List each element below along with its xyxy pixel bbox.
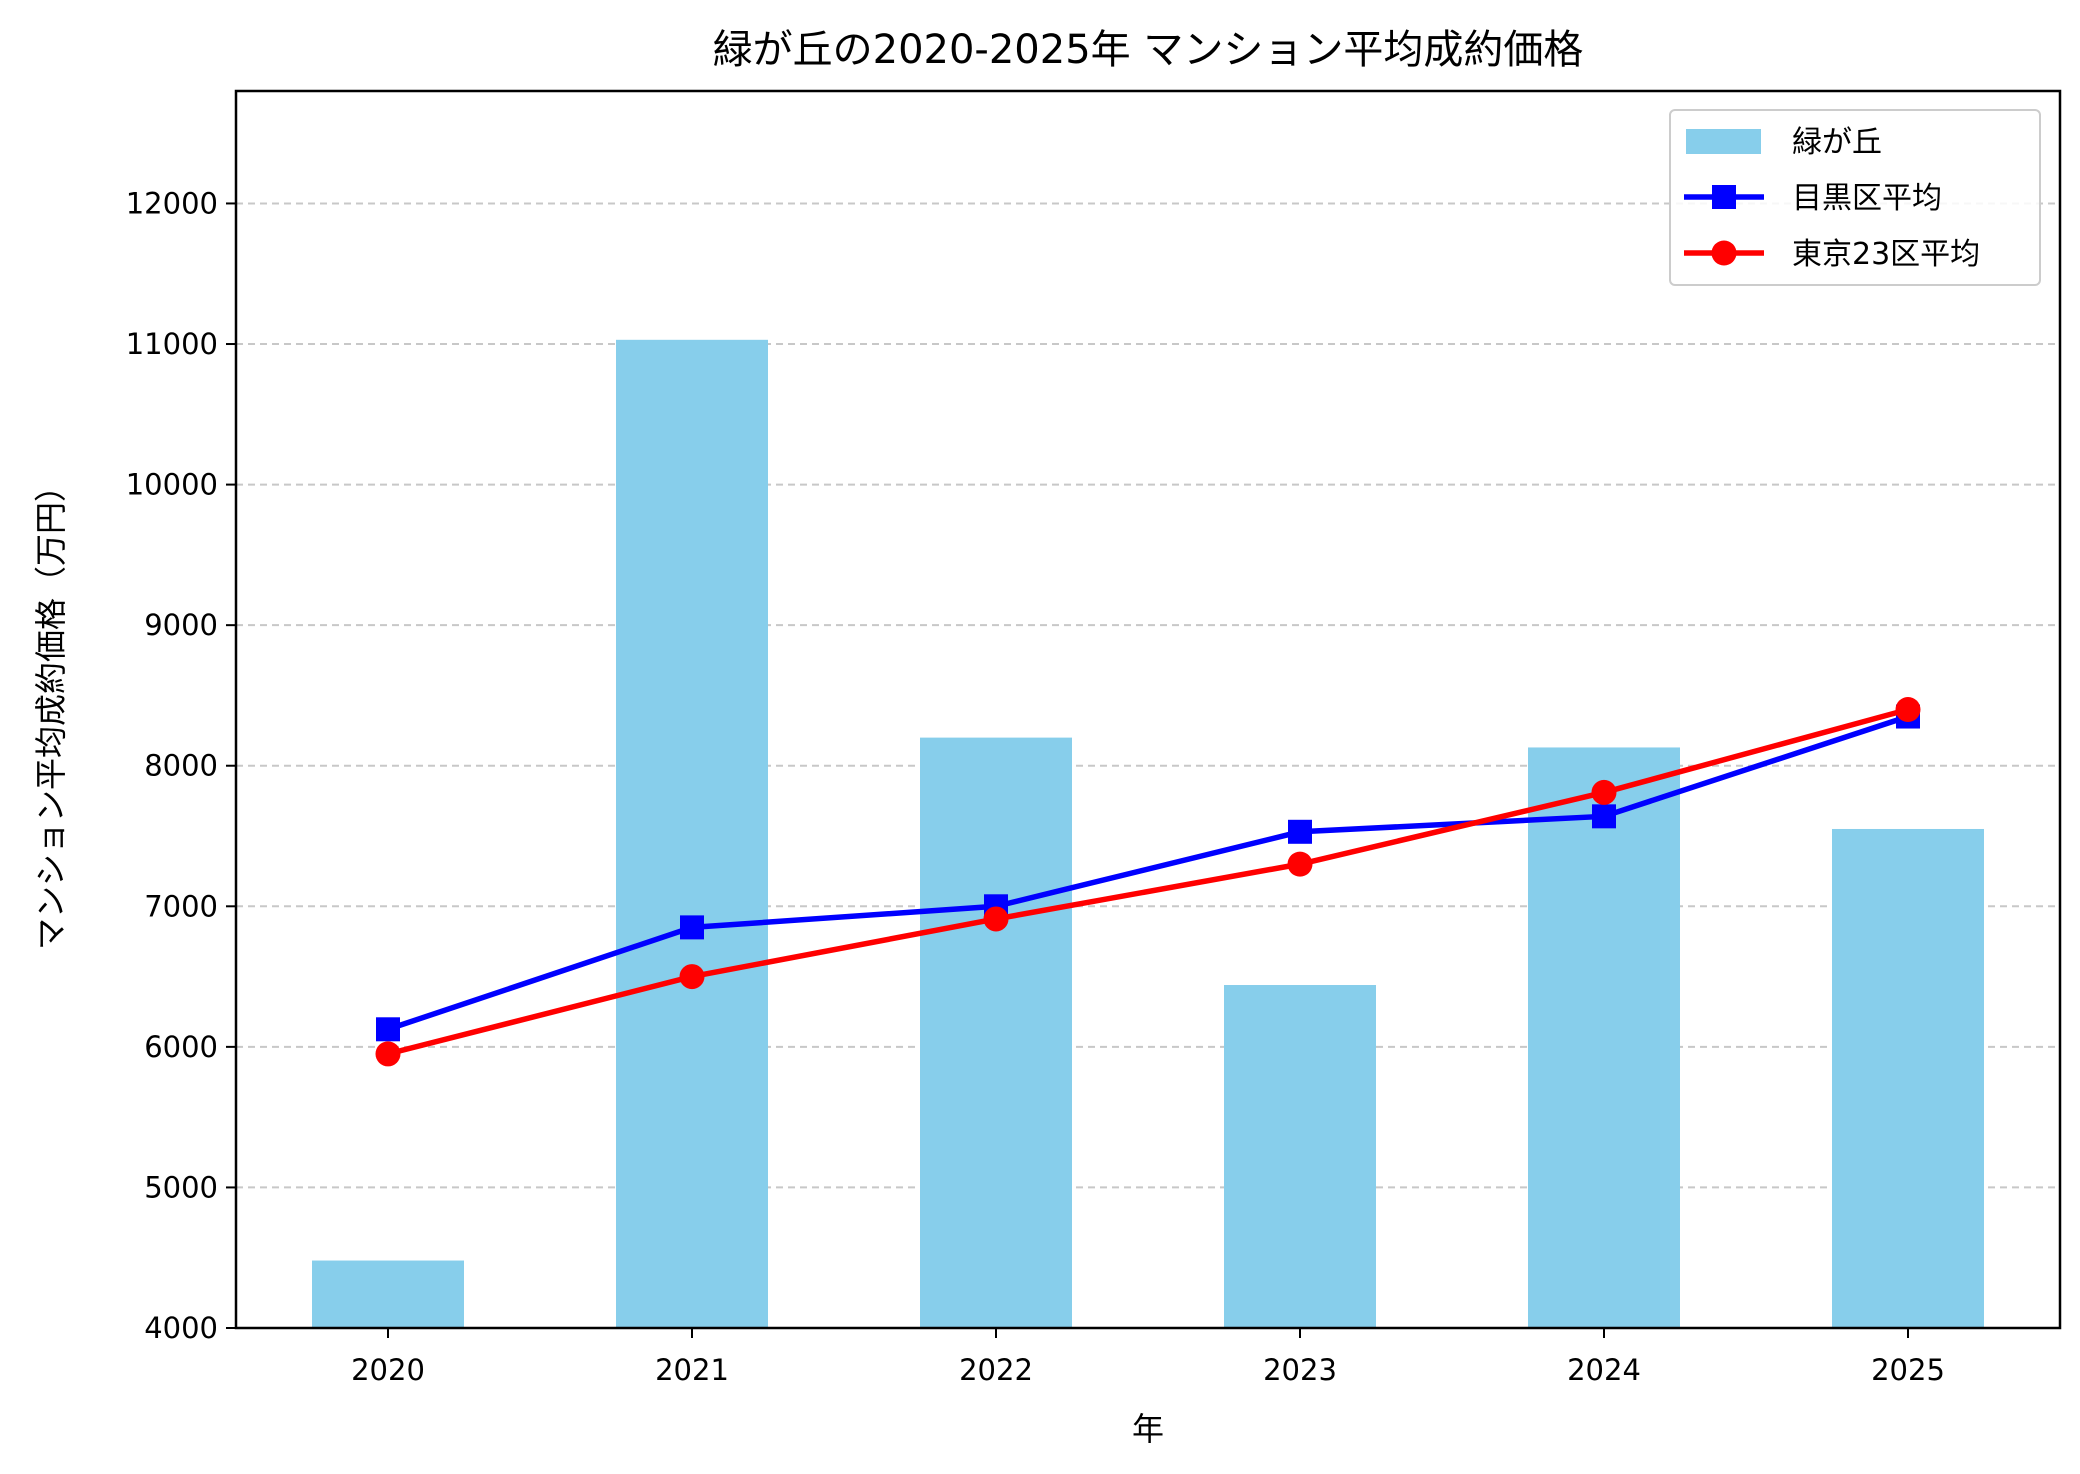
legend-circle-marker <box>1711 240 1737 266</box>
y-tick-label: 7000 <box>144 889 218 923</box>
y-tick-label: 4000 <box>144 1311 218 1345</box>
x-tick-label: 2025 <box>1871 1353 1945 1387</box>
y-tick-label: 9000 <box>144 608 218 642</box>
square-marker <box>680 915 704 940</box>
square-marker <box>1592 804 1616 829</box>
plot-frame <box>234 89 2062 1330</box>
y-tick-label: 6000 <box>144 1030 218 1064</box>
bar <box>920 737 1072 1328</box>
circle-marker <box>1895 697 1921 722</box>
y-tick-label: 5000 <box>144 1170 218 1204</box>
y-tick-label: 11000 <box>126 327 218 361</box>
x-tick-label: 2020 <box>351 1353 425 1387</box>
x-axis-label: 年 <box>1132 1410 1164 1448</box>
circle-marker <box>679 964 705 990</box>
y-tick-label: 8000 <box>144 749 218 783</box>
circle-marker <box>983 906 1009 932</box>
circle-marker <box>375 1041 401 1067</box>
square-marker <box>1288 819 1312 844</box>
legend-label: 目黒区平均 <box>1792 181 1942 216</box>
legend-label: 東京23区平均 <box>1792 237 1980 272</box>
series-line <box>387 706 1909 1057</box>
bar <box>616 339 768 1329</box>
series-line <box>387 713 1909 1032</box>
legend-box <box>1669 109 2041 286</box>
bar <box>312 1260 464 1328</box>
x-tick-label: 2022 <box>959 1353 1033 1387</box>
bar <box>1528 747 1680 1328</box>
y-tick-label: 10000 <box>126 468 218 502</box>
bar <box>1832 828 1984 1328</box>
legend-label: 緑が丘 <box>1792 125 1882 160</box>
x-tick-label: 2024 <box>1567 1353 1641 1387</box>
square-marker <box>376 1017 400 1042</box>
legend-square-marker <box>1712 185 1736 209</box>
bar <box>1224 985 1376 1328</box>
circle-marker <box>1287 851 1313 877</box>
y-tick-label: 12000 <box>126 186 218 220</box>
x-tick-label: 2021 <box>655 1353 729 1387</box>
y-axis-label: マンション平均成約価格（万円） <box>32 470 70 950</box>
x-tick-label: 2023 <box>1263 1353 1337 1387</box>
circle-marker <box>1591 779 1617 805</box>
legend-swatch <box>1686 129 1761 154</box>
chart-title: 緑が丘の2020-2025年 マンション平均成約価格 <box>713 27 1584 73</box>
